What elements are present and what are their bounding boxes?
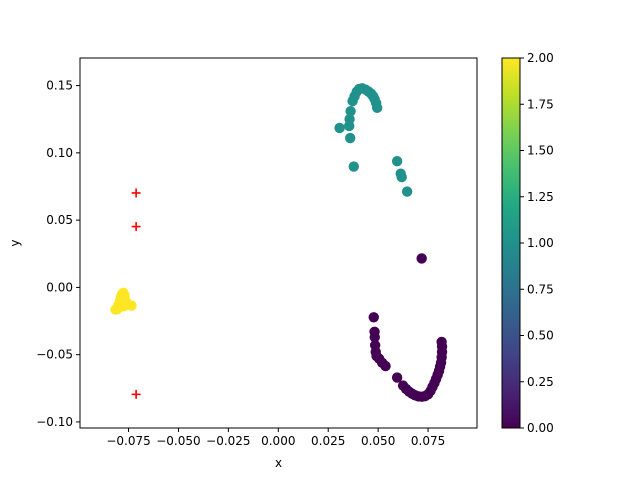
points-layer	[110, 83, 448, 402]
y-tick-label: −0.05	[36, 348, 73, 362]
colorbar-tick-label: 1.50	[527, 144, 554, 158]
x-tick-label: −0.025	[206, 434, 250, 448]
y-axis-label: y	[8, 239, 22, 246]
colorbar-tick-label: 1.75	[527, 97, 554, 111]
cluster-2-point	[118, 301, 130, 312]
colorbar-tick-label: 1.00	[527, 236, 554, 250]
cluster-1-point	[401, 186, 413, 197]
x-axis-label: x	[275, 456, 282, 470]
x-tick-label: 0.025	[311, 434, 345, 448]
cluster-2-point	[126, 300, 137, 311]
colorbar: 0.00 0.25 0.50 0.75 1.00 1.25 1.50 1.75 2.00	[501, 51, 554, 435]
colorbar-tick-label: 0.00	[527, 421, 554, 435]
colorbar-gradient	[502, 58, 520, 428]
colorbar-ticks: 0.00 0.25 0.50 0.75 1.00 1.25 1.50 1.75 2.00	[520, 51, 554, 435]
cluster-0-point	[391, 372, 403, 383]
y-tick-label: 0.05	[46, 213, 73, 227]
x-tick-label: −0.050	[156, 434, 200, 448]
colorbar-tick-label: 0.50	[527, 329, 554, 343]
cluster-1-point	[345, 105, 356, 117]
cluster-1-point	[344, 114, 355, 125]
cluster-0-point	[368, 312, 379, 323]
cluster-0-point	[436, 336, 447, 348]
y-tick-label: 0.00	[46, 280, 73, 294]
cluster-1-point	[396, 171, 407, 183]
x-tick-label: 0.075	[411, 434, 445, 448]
y-tick-label: 0.10	[46, 146, 73, 160]
cluster-1-point	[348, 161, 359, 172]
plus-marker	[131, 222, 141, 232]
plot-area	[79, 57, 478, 429]
cluster-1-point	[334, 122, 345, 134]
y-tick-label: 0.15	[46, 79, 73, 93]
cluster-1-point	[391, 155, 403, 167]
plus-marker	[131, 389, 141, 399]
colorbar-tick-label: 1.25	[527, 190, 554, 204]
colorbar-tick-label: 0.75	[527, 282, 554, 296]
cluster-0-point	[380, 360, 391, 372]
x-axis: −0.075 −0.050 −0.025 0.000 0.025 0.050 0.075	[106, 428, 445, 448]
cluster-1-point	[344, 132, 356, 144]
x-tick-label: 0.000	[261, 434, 295, 448]
markers-layer	[131, 188, 141, 399]
cluster-1-point	[371, 102, 383, 113]
cluster-0-point	[369, 331, 380, 343]
colorbar-tick-label: 0.25	[527, 375, 554, 389]
cluster-0-point	[416, 253, 427, 264]
x-tick-label: 0.050	[361, 434, 395, 448]
y-tick-label: −0.10	[36, 415, 73, 429]
x-tick-label: −0.075	[106, 434, 150, 448]
y-axis: −0.10 −0.05 0.00 0.05 0.10 0.15	[36, 79, 80, 429]
colorbar-tick-label: 2.00	[527, 51, 554, 65]
plus-marker	[131, 188, 141, 198]
